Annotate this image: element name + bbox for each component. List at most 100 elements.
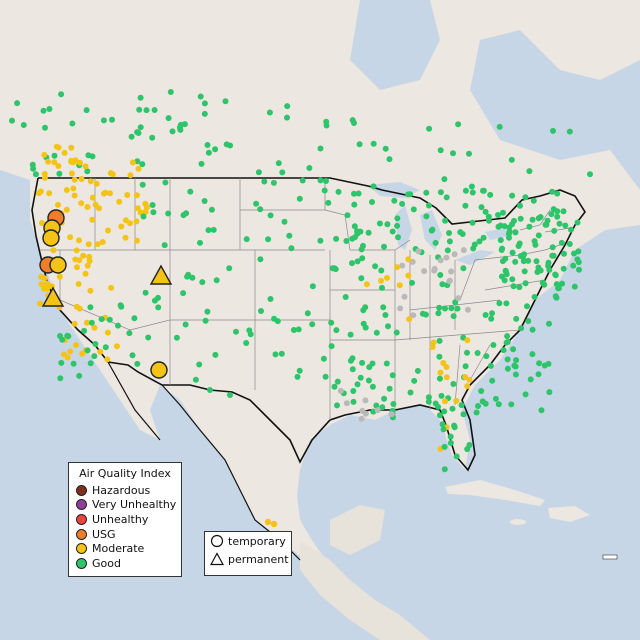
station-dot xyxy=(199,279,206,286)
station-dot xyxy=(443,374,450,381)
station-dot xyxy=(526,223,533,230)
station-dot xyxy=(440,426,447,433)
station-dot xyxy=(134,129,141,136)
station-dot xyxy=(296,195,303,202)
station-dot xyxy=(533,258,540,265)
station-dot xyxy=(453,453,460,460)
station-dot xyxy=(421,268,428,275)
station-dot xyxy=(389,372,396,379)
station-dot xyxy=(406,316,413,323)
station-dot xyxy=(363,281,370,288)
station-dot xyxy=(517,215,524,222)
station-dot xyxy=(362,410,369,417)
station-dot xyxy=(322,373,329,380)
moderate-swatch xyxy=(76,543,87,555)
station-dot xyxy=(323,178,329,184)
station-dot xyxy=(478,204,485,211)
station-dot xyxy=(261,178,268,185)
station-dot xyxy=(447,440,454,446)
station-dot xyxy=(383,360,390,367)
station-dot xyxy=(320,355,327,362)
station-dot xyxy=(202,317,209,324)
station-dot xyxy=(496,123,503,130)
station-dot xyxy=(504,333,511,340)
station-dot xyxy=(59,336,66,343)
station-dot xyxy=(379,284,385,291)
station-dot xyxy=(46,106,53,112)
puerto-rico-land xyxy=(602,554,618,560)
station-dot xyxy=(365,377,372,384)
station-dot xyxy=(41,275,48,282)
station-dot xyxy=(335,188,342,195)
station-dot xyxy=(460,265,467,272)
station-dot xyxy=(76,257,83,264)
station-dot xyxy=(379,404,386,411)
station-dot xyxy=(323,122,330,129)
station-dot xyxy=(150,209,157,216)
station-dot xyxy=(526,168,533,175)
station-dot xyxy=(510,346,517,353)
station-dot xyxy=(85,152,92,159)
station-dot xyxy=(446,230,452,236)
station-dot xyxy=(257,256,264,263)
station-dot xyxy=(184,273,191,280)
station-dot xyxy=(94,241,101,248)
station-dot xyxy=(68,170,75,177)
station-dot xyxy=(492,395,499,402)
station-dot xyxy=(490,342,497,348)
station-dot xyxy=(180,290,187,297)
station-dot xyxy=(534,269,541,275)
station-dot xyxy=(81,327,88,334)
station-dot xyxy=(441,443,448,450)
legend-label: Moderate xyxy=(92,542,145,556)
station-dot xyxy=(142,289,149,296)
station-dot xyxy=(466,150,472,157)
station-dot xyxy=(441,466,448,473)
legend-label: Good xyxy=(92,556,121,570)
station-dot xyxy=(328,319,335,326)
station-dot xyxy=(462,363,469,370)
station-dot xyxy=(385,323,391,330)
station-dot xyxy=(212,351,219,358)
station-dot xyxy=(105,227,111,234)
station-dot xyxy=(331,383,338,390)
north-america-land xyxy=(0,0,640,565)
station-dot xyxy=(84,262,91,269)
station-dot xyxy=(205,149,212,156)
station-dot xyxy=(550,127,556,134)
station-dot xyxy=(366,364,373,371)
station-dot xyxy=(407,389,414,396)
permanent-monitor-marker xyxy=(41,286,65,307)
station-dot xyxy=(502,255,509,262)
station-dot xyxy=(128,133,135,140)
station-dot xyxy=(196,361,203,368)
station-dot xyxy=(92,341,99,347)
station-dot xyxy=(436,304,443,311)
station-dot xyxy=(134,237,140,244)
station-dot xyxy=(362,397,369,404)
station-dot xyxy=(504,356,511,363)
station-dot xyxy=(393,329,400,336)
station-dot xyxy=(173,334,180,341)
station-dot xyxy=(380,304,387,311)
station-dot xyxy=(98,316,105,323)
station-dot xyxy=(522,391,529,398)
station-dot xyxy=(437,189,444,196)
legend-item-unhealthy: Unhealthy xyxy=(69,512,181,527)
station-dot xyxy=(405,272,412,279)
station-dot xyxy=(419,310,426,317)
station-dot xyxy=(295,326,302,333)
station-dot xyxy=(401,293,408,300)
station-dot xyxy=(471,241,478,248)
station-dot xyxy=(447,433,454,440)
station-dot xyxy=(142,200,149,207)
station-dot xyxy=(396,282,403,289)
station-dot xyxy=(436,337,443,344)
station-dot xyxy=(55,163,62,169)
station-dot xyxy=(535,232,542,239)
station-dot xyxy=(40,107,47,114)
station-dot xyxy=(535,264,542,271)
station-dot xyxy=(61,149,68,156)
station-dot xyxy=(265,236,272,243)
station-dot xyxy=(255,169,262,176)
